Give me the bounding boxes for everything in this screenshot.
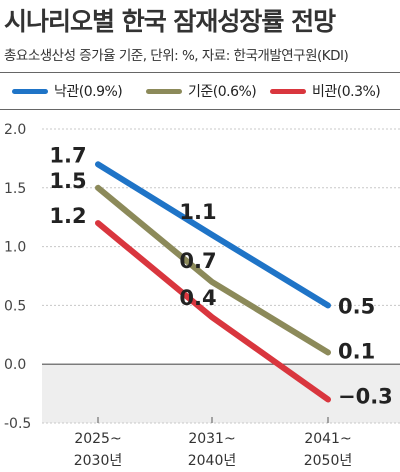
legend-swatch-baseline [146,88,182,94]
y-tick-label: 2.0 [4,122,26,138]
x-tick-label-line2: 2040년 [188,453,237,469]
y-tick-label: 0.5 [4,298,26,314]
data-label: 1.1 [179,200,216,224]
data-label: −0.3 [338,384,393,408]
chart-subtitle: 총요소생산성 증가율 기준, 단위: %, 자료: 한국개발연구원(KDI) [4,48,349,64]
legend-swatch-pessimistic [270,88,306,94]
x-tick-label-line2: 2050년 [304,453,353,469]
legend-item-baseline: 기준(0.6%) [146,82,257,100]
legend: 낙관(0.9%) 기준(0.6%) 비관(0.3%) [0,72,400,110]
x-tick-label-line1: 2031~ [188,431,235,447]
series-line-0 [95,161,331,309]
data-label: 0.7 [179,249,216,273]
legend-item-optimistic: 낙관(0.9%) [12,82,123,100]
data-label: 0.4 [179,286,216,310]
legend-item-pessimistic: 비관(0.3%) [270,82,381,100]
chart-title: 시나리오별 한국 잠재성장률 전망 [4,7,336,36]
x-tick-label-line2: 2030년 [74,453,123,469]
data-label: 1.7 [49,143,86,167]
legend-swatch-optimistic [12,88,48,94]
data-label: 1.5 [49,169,86,193]
y-tick-label: 0.0 [4,357,26,373]
x-tick-label: 2041~ 2050년 [304,431,353,469]
y-tick-label: 1.0 [4,240,26,256]
negative-region-shade [42,364,400,423]
series-line-1 [95,184,331,356]
data-label: 0.5 [338,294,375,318]
series-line-2 [95,220,331,403]
data-label: 1.2 [49,204,86,228]
x-tick-label-line1: 2041~ [304,431,351,447]
x-tick-label-line1: 2025~ [74,431,121,447]
legend-label-pessimistic: 비관(0.3%) [312,84,381,100]
legend-label-baseline: 기준(0.6%) [188,84,257,100]
legend-label-optimistic: 낙관(0.9%) [54,84,123,100]
y-tick-label: -0.5 [4,416,31,432]
x-tick-label: 2025~ 2030년 [74,431,123,469]
x-tick-label: 2031~ 2040년 [188,431,237,469]
data-label: 0.1 [338,339,375,363]
y-tick-label: 1.5 [4,181,26,197]
